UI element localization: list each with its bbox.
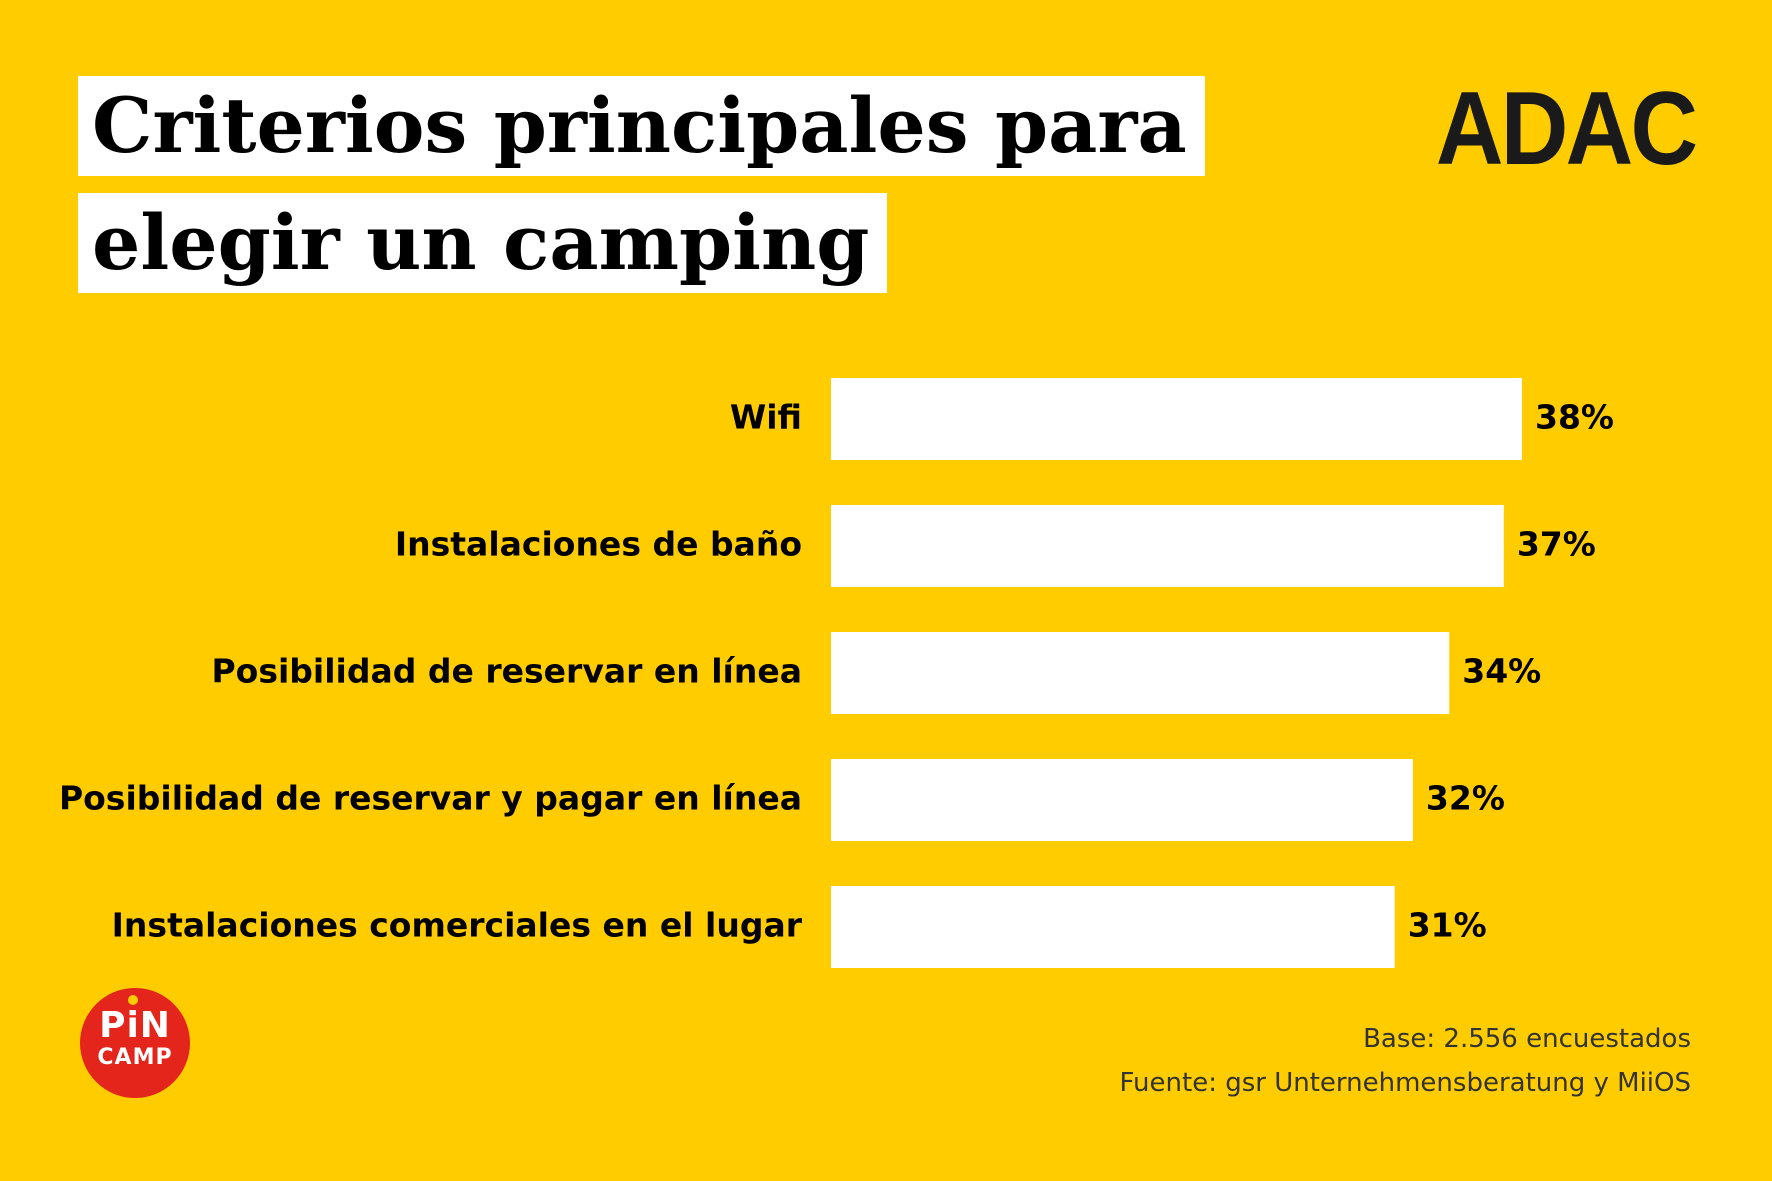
value-label: 31% bbox=[1408, 906, 1487, 945]
category-label: Instalaciones de baño bbox=[395, 525, 802, 564]
bar bbox=[831, 378, 1522, 460]
adac-logo: ADAC bbox=[1435, 71, 1697, 187]
category-label: Wifi bbox=[730, 398, 802, 437]
bar bbox=[831, 886, 1395, 968]
bar bbox=[831, 759, 1413, 841]
footnote-source: Fuente: gsr Unternehmensberatung y MiiOS bbox=[1119, 1068, 1691, 1098]
logo-dot-icon bbox=[128, 995, 138, 1005]
bar bbox=[831, 505, 1504, 587]
logo-text-bottom: CAMP bbox=[97, 1045, 173, 1070]
bar bbox=[831, 632, 1450, 714]
category-label: Instalaciones comerciales en el lugar bbox=[112, 906, 803, 945]
chart-title-line-2: elegir un camping bbox=[78, 193, 888, 293]
value-label: 32% bbox=[1426, 779, 1505, 818]
logo-text-top: PiN bbox=[99, 1005, 171, 1046]
value-label: 34% bbox=[1462, 652, 1541, 691]
pincamp-logo: PiN CAMP bbox=[80, 988, 190, 1098]
chart-title-line-1: Criterios principales para bbox=[78, 76, 1205, 176]
category-label: Posibilidad de reservar en línea bbox=[212, 652, 803, 691]
category-label: Posibilidad de reservar y pagar en línea bbox=[59, 779, 802, 818]
value-label: 38% bbox=[1535, 398, 1614, 437]
value-label: 37% bbox=[1517, 525, 1596, 564]
footnote-base: Base: 2.556 encuestados bbox=[1363, 1024, 1691, 1054]
